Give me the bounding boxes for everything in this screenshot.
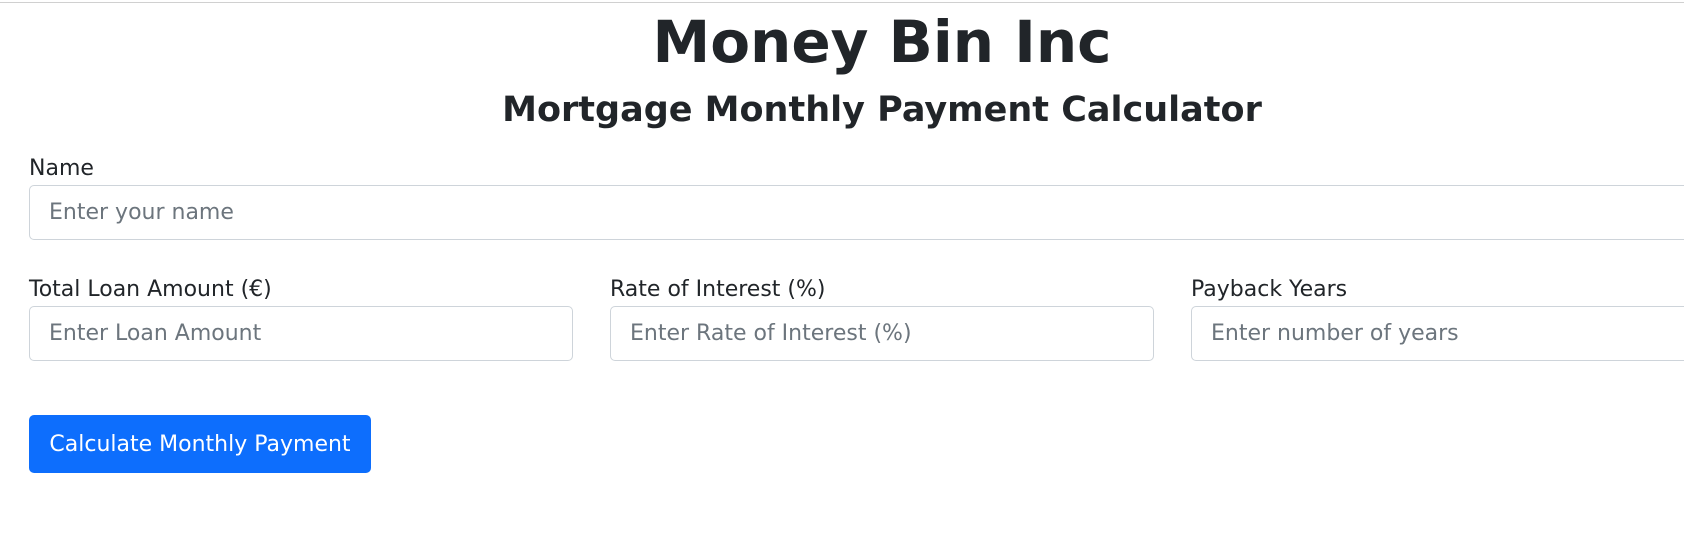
interest-rate-label: Rate of Interest (%) (610, 277, 826, 302)
payback-years-input[interactable] (1191, 306, 1684, 361)
payback-years-label: Payback Years (1191, 277, 1348, 302)
loan-amount-label: Total Loan Amount (€) (29, 277, 272, 302)
top-divider (0, 2, 1684, 3)
interest-rate-input[interactable] (610, 306, 1154, 361)
loan-amount-input[interactable] (29, 306, 573, 361)
name-label: Name (29, 156, 94, 181)
name-input[interactable] (29, 185, 1684, 240)
calculate-monthly-payment-button[interactable]: Calculate Monthly Payment (29, 415, 371, 473)
page-title: Money Bin Inc (652, 8, 1112, 76)
page-subtitle: Mortgage Monthly Payment Calculator (502, 90, 1262, 130)
